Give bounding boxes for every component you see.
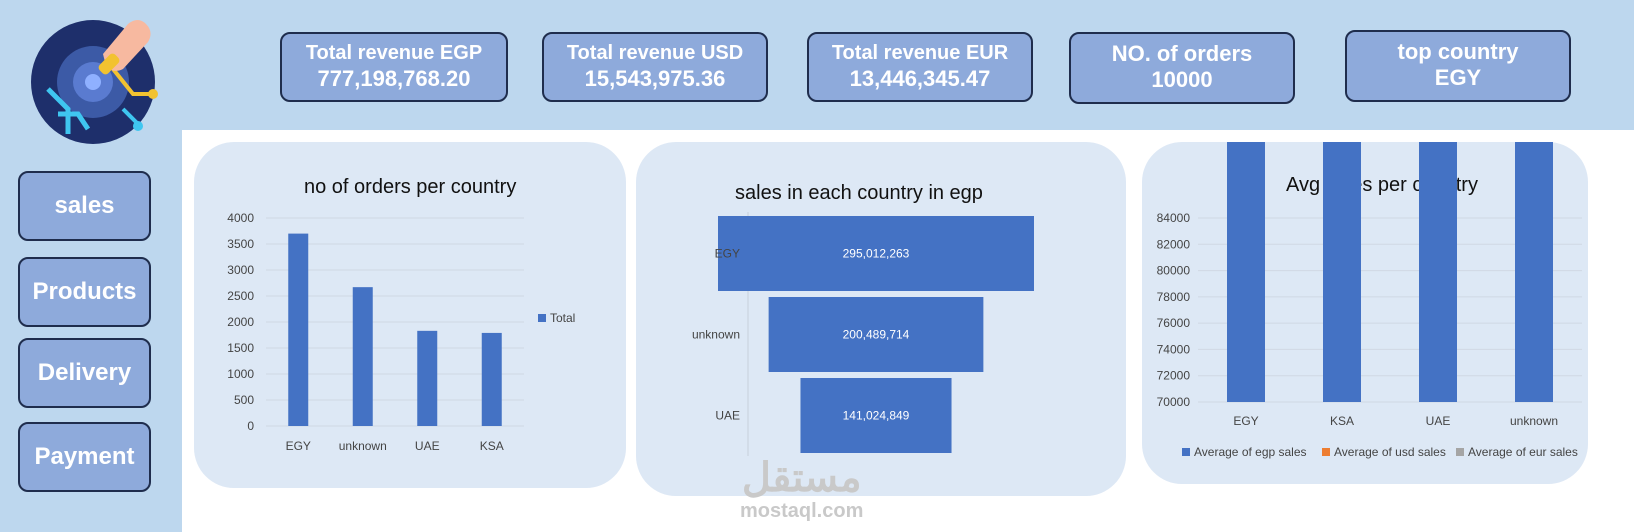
legend-swatch bbox=[1182, 448, 1190, 456]
kpi-title: top country bbox=[1397, 39, 1519, 64]
bar bbox=[352, 287, 373, 426]
y-tick-label: 1500 bbox=[227, 341, 254, 355]
data-label: 295,012,263 bbox=[843, 247, 910, 261]
bar bbox=[417, 330, 438, 426]
y-tick-label: 500 bbox=[234, 393, 254, 407]
legend-label: Total bbox=[550, 311, 575, 325]
y-category-label: EGY bbox=[715, 247, 740, 261]
data-label: 200,489,714 bbox=[843, 328, 910, 342]
y-tick-label: 3500 bbox=[227, 237, 254, 251]
y-tick-label: 0 bbox=[247, 419, 254, 433]
avg-sales-panel bbox=[1142, 142, 1588, 484]
stacked-bar-segment bbox=[1515, 142, 1553, 402]
watermark-latin: mostaql.com bbox=[740, 500, 864, 522]
y-tick-label: 72000 bbox=[1157, 369, 1191, 383]
bar bbox=[288, 233, 309, 426]
legend-label: Average of usd sales bbox=[1334, 445, 1446, 459]
x-tick-label: EGY bbox=[286, 439, 311, 453]
x-tick-label: UAE bbox=[415, 439, 440, 453]
y-tick-label: 4000 bbox=[227, 211, 254, 225]
stacked-bar-segment bbox=[1227, 142, 1265, 403]
hand-touch-circuit-icon bbox=[31, 20, 158, 144]
nav-button-sales[interactable]: sales bbox=[18, 171, 151, 241]
y-tick-label: 70000 bbox=[1157, 395, 1191, 409]
kpi-value: EGY bbox=[1434, 65, 1482, 90]
kpi-card-top-country: top country EGY bbox=[1345, 30, 1571, 102]
orders-per-country-chart: 4000 3500 3000 2500 2000 1500 1000 500 0 EGY unkno… bbox=[227, 211, 575, 453]
legend-swatch bbox=[1456, 448, 1464, 456]
y-category-label: UAE bbox=[715, 409, 740, 423]
x-tick-label: UAE bbox=[1426, 414, 1451, 428]
kpi-value: 13,446,345.47 bbox=[849, 66, 991, 91]
y-tick-label: 80000 bbox=[1157, 264, 1191, 278]
bar bbox=[481, 332, 502, 426]
y-tick-label: 82000 bbox=[1157, 237, 1191, 251]
funnel-bar bbox=[718, 216, 1034, 291]
legend-swatch bbox=[538, 314, 546, 322]
stacked-bar-segment bbox=[1419, 142, 1457, 402]
x-tick-label: KSA bbox=[1330, 414, 1354, 428]
legend-swatch bbox=[1322, 448, 1330, 456]
sales-funnel-chart: 295,012,263 EGY 200,489,714 unknown 141,024,… bbox=[692, 212, 1034, 456]
avg-sales-stacked-chart: 84000 82000 80000 78000 76000 74000 72000 70000… bbox=[1157, 142, 1582, 459]
chart-title-sales-egp: sales in each country in egp bbox=[735, 182, 983, 204]
legend-label: Average of eur sales bbox=[1468, 445, 1578, 459]
kpi-card-total-revenue-usd: Total revenue USD 15,543,975.36 bbox=[542, 32, 768, 102]
chart-title-orders: no of orders per country bbox=[304, 176, 517, 198]
stacked-bar-segment bbox=[1323, 142, 1361, 402]
kpi-title: NO. of orders bbox=[1111, 41, 1253, 66]
x-tick-label: unknown bbox=[1510, 414, 1558, 428]
y-category-label: unknown bbox=[692, 328, 740, 342]
kpi-title: Total revenue USD bbox=[566, 42, 744, 64]
y-tick-label: 2500 bbox=[227, 289, 254, 303]
x-tick-label: KSA bbox=[480, 439, 504, 453]
nav-button-delivery[interactable]: Delivery bbox=[18, 338, 151, 408]
kpi-value: 777,198,768.20 bbox=[317, 66, 471, 91]
kpi-card-total-revenue-eur: Total revenue EUR 13,446,345.47 bbox=[807, 32, 1033, 102]
y-tick-label: 2000 bbox=[227, 315, 254, 329]
y-tick-label: 1000 bbox=[227, 367, 254, 381]
x-tick-label: unknown bbox=[339, 439, 387, 453]
x-tick-label: EGY bbox=[1233, 414, 1258, 428]
data-label: 141,024,849 bbox=[843, 409, 910, 423]
watermark-arabic: مستقل bbox=[741, 456, 862, 500]
y-tick-label: 84000 bbox=[1157, 211, 1191, 225]
kpi-card-total-revenue-egp: Total revenue EGP 777,198,768.20 bbox=[280, 32, 508, 102]
y-tick-label: 78000 bbox=[1157, 290, 1191, 304]
legend-label: Average of egp sales bbox=[1194, 445, 1307, 459]
y-tick-label: 76000 bbox=[1157, 316, 1191, 330]
watermark: مستقل mostaql.com bbox=[740, 458, 863, 524]
orders-per-country-panel bbox=[194, 142, 626, 488]
kpi-title: Total revenue EUR bbox=[831, 42, 1009, 64]
y-tick-label: 74000 bbox=[1157, 342, 1191, 356]
kpi-title: Total revenue EGP bbox=[305, 42, 483, 64]
y-tick-label: 3000 bbox=[227, 263, 254, 277]
nav-button-payment[interactable]: Payment bbox=[18, 422, 151, 492]
kpi-card-number-of-orders: NO. of orders 10000 bbox=[1069, 32, 1295, 104]
funnel-bar bbox=[768, 297, 984, 372]
kpi-value: 15,543,975.36 bbox=[584, 66, 726, 91]
kpi-value: 10000 bbox=[1151, 67, 1213, 92]
funnel-bar bbox=[800, 378, 952, 453]
nav-button-products[interactable]: Products bbox=[18, 257, 151, 327]
